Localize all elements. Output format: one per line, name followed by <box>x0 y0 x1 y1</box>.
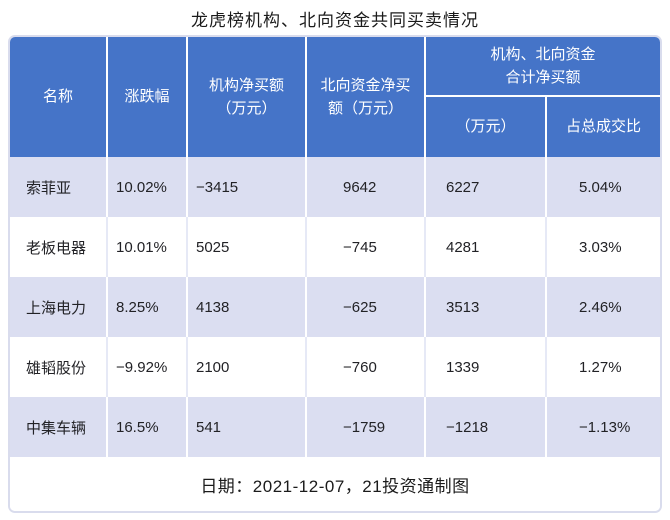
table-row: 老板电器 10.01% 5025 −745 4281 3.03% <box>10 217 660 277</box>
column-header-north-net-buy: 北向资金净买 额（万元） <box>307 37 426 157</box>
inst-net-cell: 2100 <box>188 337 307 397</box>
change-cell: 10.01% <box>108 217 188 277</box>
combined-pct-cell: 3.03% <box>547 217 660 277</box>
change-cell: 10.02% <box>108 157 188 217</box>
column-header-combined-pct: 占总成交比 <box>547 97 660 157</box>
inst-net-cell: 541 <box>188 397 307 457</box>
stock-name-cell: 上海电力 <box>10 277 108 337</box>
combined-amount-cell: −1218 <box>426 397 547 457</box>
footer-note: 日期：2021-12-07，21投资通制图 <box>10 457 660 511</box>
chart-title: 龙虎榜机构、北向资金共同买卖情况 <box>191 11 479 30</box>
north-net-cell: −625 <box>307 277 426 337</box>
north-net-cell: −745 <box>307 217 426 277</box>
table-row: 中集车辆 16.5% 541 −1759 −1218 −1.13% <box>10 397 660 457</box>
stock-name-cell: 雄韬股份 <box>10 337 108 397</box>
table-row: 上海电力 8.25% 4138 −625 3513 2.46% <box>10 277 660 337</box>
table-row: 雄韬股份 −9.92% 2100 −760 1339 1.27% <box>10 337 660 397</box>
stock-name-cell: 中集车辆 <box>10 397 108 457</box>
combined-pct-cell: −1.13% <box>547 397 660 457</box>
combined-amount-cell: 4281 <box>426 217 547 277</box>
column-header-change: 涨跌幅 <box>108 37 188 157</box>
column-header-combined-amount: （万元） <box>426 97 547 157</box>
table-row: 索菲亚 10.02% −3415 9642 6227 5.04% <box>10 157 660 217</box>
inst-net-cell: 4138 <box>188 277 307 337</box>
combined-amount-cell: 3513 <box>426 277 547 337</box>
inst-net-cell: −3415 <box>188 157 307 217</box>
change-cell: 16.5% <box>108 397 188 457</box>
change-cell: 8.25% <box>108 277 188 337</box>
stock-name-cell: 老板电器 <box>10 217 108 277</box>
north-net-cell: 9642 <box>307 157 426 217</box>
data-table: 名称 涨跌幅 机构净买额 （万元） 北向资金净买 额（万元） 机构、北向资金 合… <box>8 35 662 513</box>
stock-name-cell: 索菲亚 <box>10 157 108 217</box>
column-header-inst-net-buy: 机构净买额 （万元） <box>188 37 307 157</box>
north-net-cell: −1759 <box>307 397 426 457</box>
combined-amount-cell: 6227 <box>426 157 547 217</box>
inst-net-cell: 5025 <box>188 217 307 277</box>
combined-pct-cell: 5.04% <box>547 157 660 217</box>
combined-pct-cell: 2.46% <box>547 277 660 337</box>
change-cell: −9.92% <box>108 337 188 397</box>
combined-amount-cell: 1339 <box>426 337 547 397</box>
combined-pct-cell: 1.27% <box>547 337 660 397</box>
north-net-cell: −760 <box>307 337 426 397</box>
column-header-name: 名称 <box>10 37 108 157</box>
column-header-combined-group: 机构、北向资金 合计净买额 <box>426 37 660 97</box>
